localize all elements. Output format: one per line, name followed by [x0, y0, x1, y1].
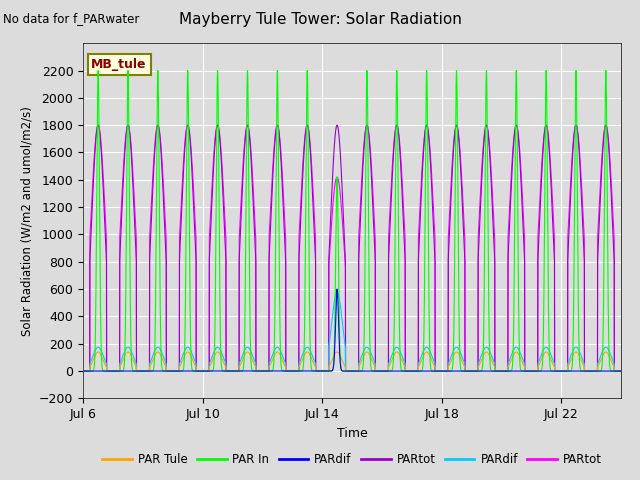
Text: MB_tule: MB_tule [92, 58, 147, 71]
X-axis label: Time: Time [337, 427, 367, 440]
Y-axis label: Solar Radiation (W/m2 and umol/m2/s): Solar Radiation (W/m2 and umol/m2/s) [20, 106, 33, 336]
Legend: PAR Tule, PAR In, PARdif, PARtot, PARdif, PARtot: PAR Tule, PAR In, PARdif, PARtot, PARdif… [98, 448, 606, 471]
Text: Mayberry Tule Tower: Solar Radiation: Mayberry Tule Tower: Solar Radiation [179, 12, 461, 27]
Text: No data for f_PARwater: No data for f_PARwater [3, 12, 140, 25]
